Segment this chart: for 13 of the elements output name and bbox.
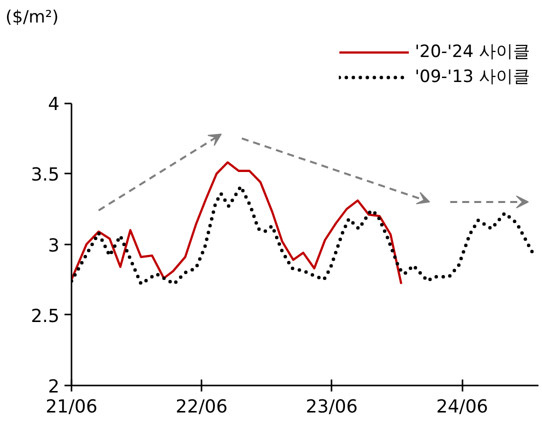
x-tick-label: 24/06 — [436, 396, 488, 418]
y-tick-label: 3.5 — [30, 164, 60, 186]
x-tick-label: 21/06 — [46, 396, 98, 418]
legend-label: '09-'13 사이클 — [414, 66, 530, 88]
line-series — [72, 161, 402, 285]
x-tick-label: 23/06 — [306, 396, 358, 418]
y-tick-label: 2.5 — [30, 306, 60, 327]
y-tick-label: 2 — [48, 376, 60, 398]
legend-label: '20-'24 사이클 — [414, 41, 530, 63]
y-tick-label: 3 — [48, 235, 60, 256]
y-tick-label: 4 — [48, 94, 60, 116]
x-tick-label: 22/06 — [176, 396, 228, 418]
y-axis-title: ($/m²) — [6, 8, 59, 28]
